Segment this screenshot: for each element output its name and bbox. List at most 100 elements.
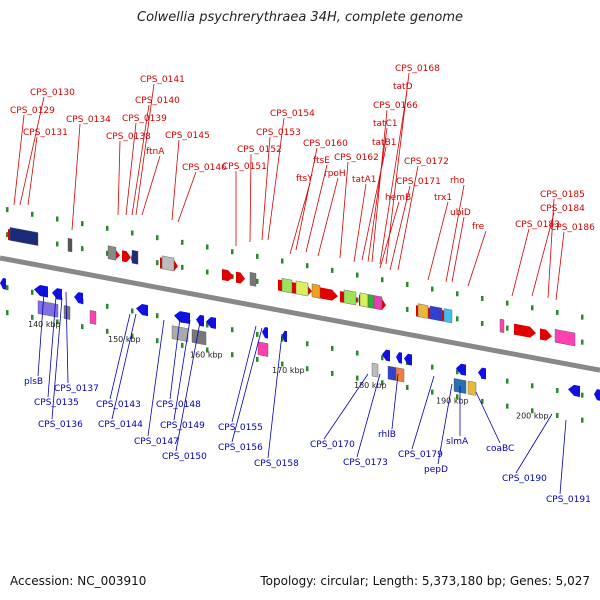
forward-gene-label: CPS_0138 bbox=[106, 132, 151, 142]
track-tick-reverse-outer bbox=[6, 310, 9, 316]
reverse-gene-arrow bbox=[174, 311, 190, 325]
forward-leader-line bbox=[427, 201, 449, 281]
reverse-gene-label: CPS_0179 bbox=[398, 450, 443, 460]
reverse-leader-line bbox=[65, 291, 69, 384]
reverse-gene-arrow bbox=[456, 363, 466, 376]
reverse-gene-label: CPS_0144 bbox=[98, 420, 143, 430]
track-tick-forward-inner bbox=[6, 232, 9, 238]
forward-leader-line bbox=[467, 230, 487, 287]
reverse-gene-arrow bbox=[478, 367, 486, 380]
track-tick-reverse-outer bbox=[206, 347, 209, 353]
track-tick-forward-outer bbox=[6, 207, 9, 213]
reverse-gene-arrow bbox=[206, 316, 216, 329]
reverse-gene-label: slmA bbox=[446, 437, 469, 447]
reverse-gene-label: coaBC bbox=[486, 444, 514, 454]
forward-leader-line bbox=[353, 183, 367, 263]
forward-gene-box bbox=[249, 272, 257, 287]
reverse-leader-line bbox=[323, 373, 369, 440]
forward-leader-line bbox=[131, 104, 150, 216]
forward-gene-box bbox=[417, 303, 429, 319]
forward-gene-arrow bbox=[540, 328, 552, 341]
reverse-leader-line bbox=[173, 319, 191, 421]
track-tick-reverse-inner bbox=[206, 322, 209, 328]
track-tick-reverse-outer bbox=[181, 342, 184, 348]
reverse-leader-line bbox=[231, 327, 263, 443]
forward-leader-line bbox=[389, 185, 411, 271]
forward-gene-box bbox=[373, 295, 383, 311]
track-tick-reverse-outer bbox=[81, 324, 84, 330]
forward-gene-box bbox=[107, 245, 117, 261]
forward-gene-label: CPS_0154 bbox=[270, 109, 315, 119]
forward-gene-label: CPS_0141 bbox=[140, 75, 185, 85]
track-tick-reverse-outer bbox=[156, 338, 159, 344]
track-tick-forward-outer bbox=[56, 216, 59, 222]
forward-leader-line bbox=[339, 161, 349, 259]
forward-gene-label: hemB bbox=[385, 193, 411, 203]
track-tick-forward-outer bbox=[181, 239, 184, 245]
track-tick-forward-outer bbox=[81, 221, 84, 227]
reverse-leader-line bbox=[47, 295, 57, 398]
reverse-leader-line bbox=[437, 383, 453, 465]
track-tick-reverse-inner bbox=[106, 303, 109, 309]
reverse-leader-line bbox=[515, 413, 553, 474]
reverse-gene-arrow bbox=[282, 330, 287, 343]
reverse-gene-label: CPS_0149 bbox=[160, 421, 205, 431]
track-tick-reverse-outer bbox=[431, 389, 434, 395]
track-tick-reverse-outer bbox=[456, 394, 459, 400]
track-tick-forward-outer bbox=[256, 253, 259, 259]
track-tick-reverse-outer bbox=[31, 314, 34, 320]
reverse-gene-box bbox=[371, 362, 379, 378]
track-tick-reverse-outer bbox=[306, 366, 309, 372]
reverse-gene-box bbox=[89, 310, 97, 325]
reverse-gene-label: CPS_0150 bbox=[162, 452, 207, 462]
forward-leader-line bbox=[379, 201, 400, 269]
forward-gene-label: ftsE bbox=[313, 156, 330, 166]
forward-gene-label: CPS_0145 bbox=[165, 131, 210, 141]
track-tick-forward-inner bbox=[456, 316, 459, 322]
forward-gene-box bbox=[359, 292, 369, 308]
genome-summary: Topology: circular; Length: 5,373,180 bp… bbox=[260, 574, 590, 588]
track-tick-reverse-outer bbox=[356, 375, 359, 381]
forward-gene-label: CPS_0160 bbox=[303, 139, 348, 149]
forward-leader-line bbox=[261, 136, 271, 241]
forward-leader-line bbox=[317, 177, 339, 257]
reverse-gene-box bbox=[467, 380, 477, 396]
forward-gene-label: CPS_0139 bbox=[122, 114, 167, 124]
reverse-gene-label: CPS_0137 bbox=[54, 384, 99, 394]
track-tick-reverse-inner bbox=[156, 313, 159, 319]
track-tick-reverse-inner bbox=[6, 285, 9, 291]
track-tick-forward-outer bbox=[156, 235, 159, 241]
forward-leader-line bbox=[249, 153, 252, 243]
reverse-leader-line bbox=[37, 291, 45, 377]
track-tick-forward-inner bbox=[56, 241, 59, 247]
forward-leader-line bbox=[555, 231, 565, 301]
scale-label: 170 kbp bbox=[272, 366, 305, 375]
track-tick-reverse-outer bbox=[581, 417, 584, 423]
track-tick-forward-inner bbox=[581, 339, 584, 345]
forward-leader-line bbox=[295, 147, 318, 251]
forward-gene-label: CPS_0168 bbox=[395, 64, 440, 74]
reverse-gene-arrow bbox=[0, 278, 6, 290]
track-tick-forward-inner bbox=[406, 306, 409, 312]
scale-label: 190 kbp bbox=[436, 397, 469, 406]
track-tick-forward-outer bbox=[331, 267, 334, 273]
track-tick-reverse-inner bbox=[456, 369, 459, 375]
reverse-leader-line bbox=[175, 321, 201, 452]
reverse-leader-line bbox=[475, 391, 501, 444]
reverse-gene-box bbox=[257, 341, 269, 357]
forward-gene-box bbox=[554, 329, 576, 347]
forward-leader-line bbox=[171, 139, 180, 221]
forward-leader-line bbox=[19, 96, 45, 206]
forward-gene-box bbox=[343, 289, 357, 306]
track-tick-reverse-inner bbox=[431, 364, 434, 370]
track-tick-forward-inner bbox=[106, 250, 109, 256]
reverse-leader-line bbox=[109, 313, 131, 400]
forward-gene-label: tatA1 bbox=[352, 175, 376, 185]
reverse-gene-label: pepD bbox=[424, 465, 448, 475]
gene-group bbox=[0, 227, 600, 401]
forward-leader-line bbox=[267, 117, 285, 241]
scale-label: 140 kbp bbox=[28, 320, 61, 329]
scale-label: 180 kbp bbox=[354, 381, 387, 390]
forward-leader-line bbox=[511, 228, 530, 297]
